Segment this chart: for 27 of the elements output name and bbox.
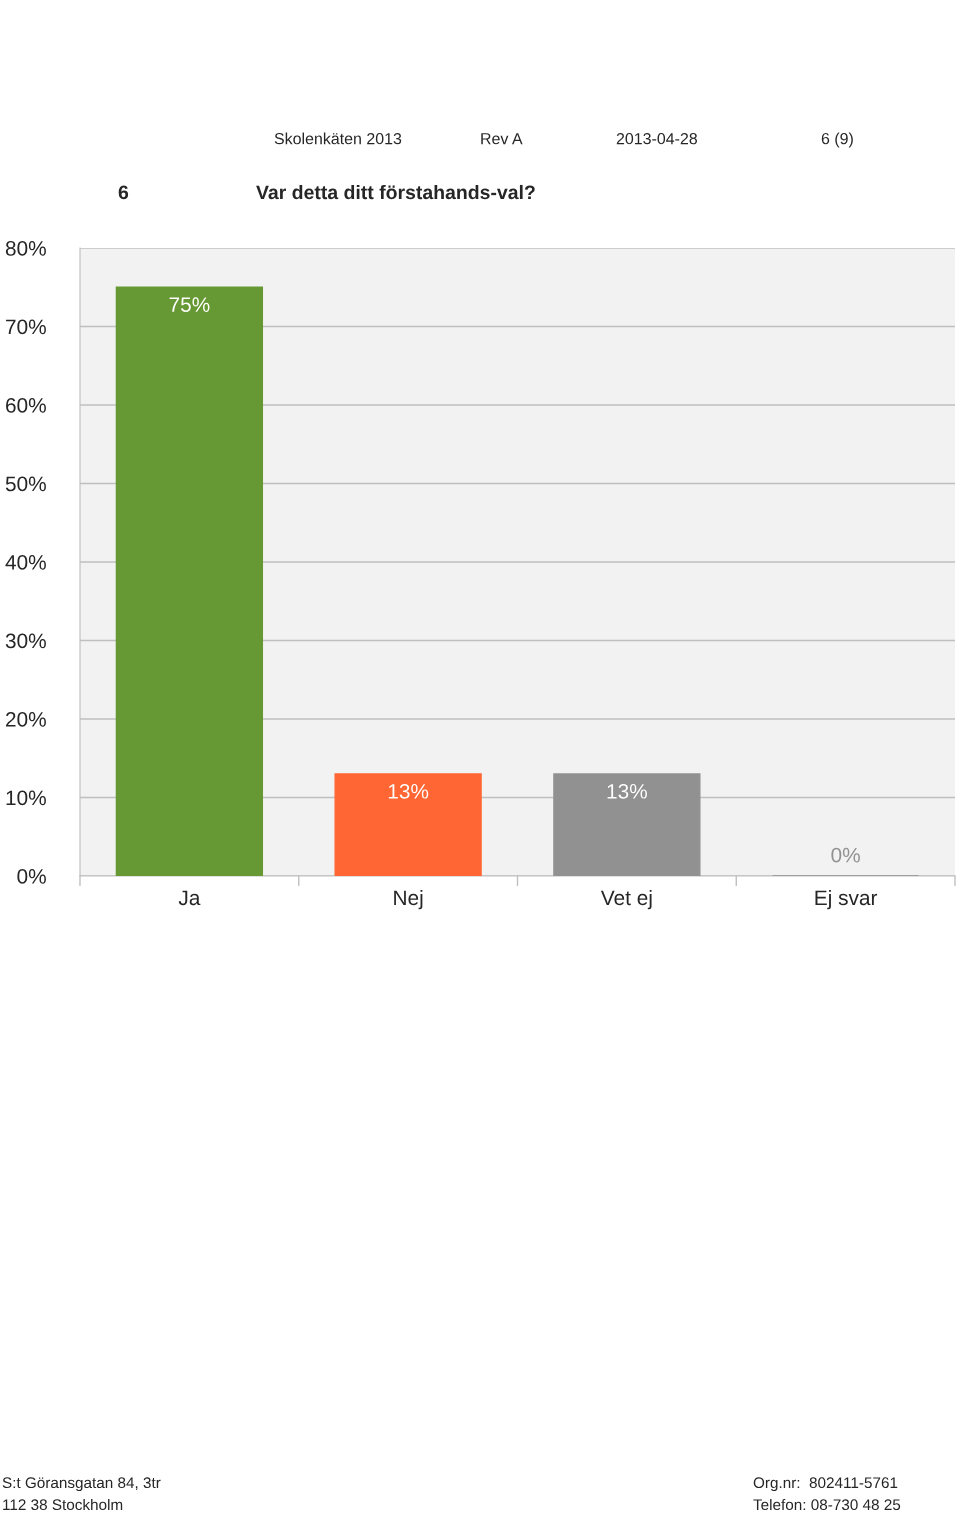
x-tick-label: Ja: [178, 890, 201, 906]
y-tick-label: 40%: [5, 555, 46, 570]
y-tick-label: 70%: [6, 319, 46, 335]
data-label: 13%: [388, 783, 429, 799]
y-tick-label: 80%: [5, 241, 46, 256]
x-tick-label: Nej: [394, 889, 423, 910]
data-label: 0%: [831, 847, 860, 863]
y-tick-label: 50%: [5, 476, 46, 492]
x-tick-label: Ej svar: [815, 889, 878, 910]
data-label: 75%: [169, 297, 210, 312]
text: S:t Göransgatan 84, 3tr: [2, 1477, 161, 1492]
y-tick-label: 60%: [6, 398, 46, 413]
y-tick-label: 0%: [17, 869, 46, 884]
y-tick-label: 30%: [5, 633, 46, 649]
y-tick-label: 10%: [6, 790, 46, 806]
text: Rev A: [481, 133, 523, 145]
y-tick-label: 20%: [6, 712, 46, 727]
text: 6: [118, 185, 129, 200]
x-tick-label: Vet ej: [600, 889, 652, 910]
text: Org.nr: 802411-5761: [753, 1477, 898, 1492]
text: 2013-04-28: [616, 132, 698, 145]
data-label: 13%: [607, 783, 647, 799]
chart-title: Var detta ditt förstahands-val?: [256, 184, 535, 200]
text: 6 (9): [821, 132, 853, 148]
text: 112 38 Stockholm: [3, 1498, 123, 1511]
text: Skolenkäten 2013: [274, 132, 402, 145]
text: Telefon: 08-730 48 25: [753, 1498, 901, 1511]
